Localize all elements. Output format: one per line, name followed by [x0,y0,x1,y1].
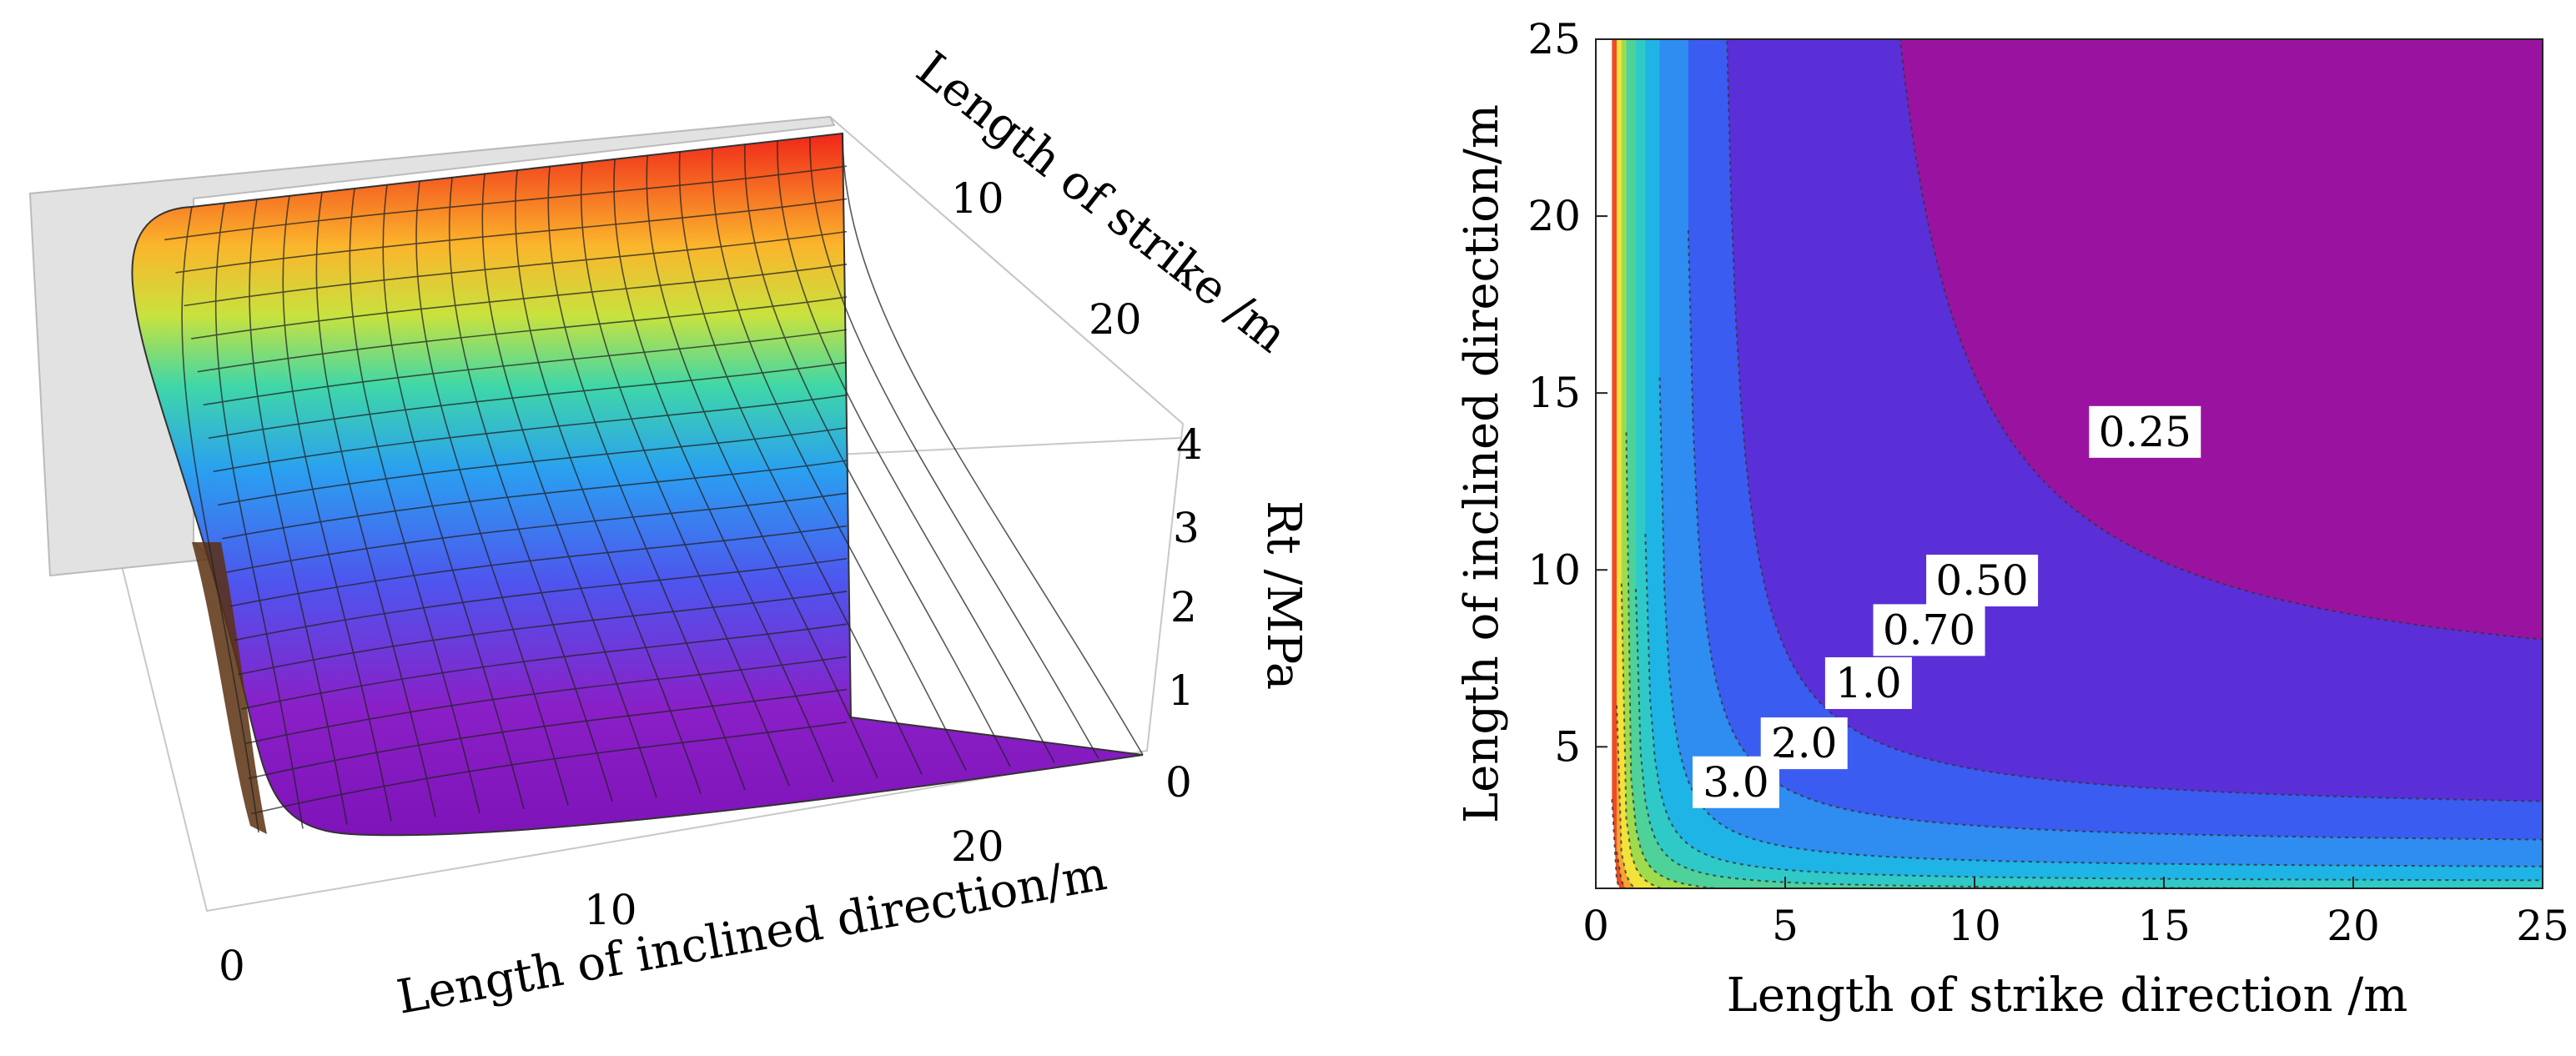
surface-mesh-line [222,460,848,540]
surface-mesh-line [315,192,436,817]
contour-line [1644,533,2543,882]
surface-mesh-line [580,163,790,787]
surface-mesh-line [241,623,848,710]
contour-label: 0.25 [2089,405,2201,458]
svg-text:3.0: 3.0 [1703,758,1769,807]
surface-mesh-line [382,184,525,810]
contour-band [1899,39,2543,640]
y-tick-label: 25 [1527,15,1581,63]
y-tick-label: 10 [1527,546,1581,594]
surface-mesh-line [251,721,848,815]
surface-mesh-line [197,296,848,373]
surface-mesh-line [777,140,1055,763]
contour-label: 3.0 [1692,756,1779,808]
surface-mesh-line [164,165,848,241]
contour-label: 0.70 [1873,604,1985,656]
surface-mesh-line [234,557,848,641]
x-axis-3d: 0 10 20 Length of inclined direction/m [219,822,1110,1025]
surface-mesh-line [249,199,348,825]
surface-mesh-line [349,188,480,813]
svg-text:0.25: 0.25 [2099,408,2191,456]
y-tick-label: 20 [1527,192,1581,240]
surface-mesh-line [415,181,569,806]
surface-plot-3d: 0 10 20 Length of inclined direction/m 1… [28,42,1311,1025]
surface-mesh-line [244,656,848,745]
surface-mesh-line [208,361,848,440]
surface-mesh-line [213,394,848,473]
y-tick-label: 15 [1527,369,1581,417]
x-axis-title-3d: Length of inclined direction/m [393,847,1110,1025]
z-axis-3d: 0 1 2 3 4 Rt /MPa [1165,420,1311,807]
contour-plot: 0 5 10 15 20 25 5 10 15 20 25 0.25 0.500.70 1.0 2.03.… [1455,15,2569,1023]
contour-label: 2.0 [1760,717,1848,770]
x-tick-3d: 20 [951,822,1004,871]
x-tick-label: 5 [1772,902,1799,950]
y-tick-label: 5 [1554,722,1581,771]
x-tick-label: 15 [2137,902,2191,950]
surface-mesh-line [744,144,1011,767]
surface-mesh-line [515,169,702,794]
z-tick-3d: 2 [1170,583,1197,631]
z-axis-title-3d: Rt /MPa [1256,500,1311,690]
surface-mesh-line [842,133,1144,756]
z-tick-3d: 0 [1165,758,1192,807]
contour-line [1634,588,2543,888]
y-tick-3d: 20 [1089,295,1142,344]
svg-text:1.0: 1.0 [1835,659,1902,707]
contour-line [1899,39,2543,641]
x-tick-label: 0 [1582,902,1609,950]
svg-text:0.70: 0.70 [1883,606,1975,654]
surface-mesh-line [230,525,848,607]
x-axis-title: Length of strike direction /m [1727,968,2408,1023]
surface-mesh-line [613,158,834,782]
x-tick-label: 10 [1948,902,2001,950]
z-tick-3d: 3 [1173,504,1200,552]
x-tick-3d: 0 [219,942,245,990]
contour-plot-frame [1595,38,2543,889]
surface-mesh-line [809,137,1099,760]
surface-mesh-line [203,329,848,406]
y-axis-title: Length of inclined direction/m [1455,104,1509,823]
surface-mesh [164,133,1144,833]
surface-mesh-line [181,206,259,833]
surface-mesh-line [282,195,392,822]
surface-mesh-line [646,155,878,779]
surface-mesh-line [175,198,848,274]
contour-label: 0.50 [1926,554,2039,606]
surface-mesh-line [481,173,657,798]
z-tick-3d: 4 [1176,420,1203,469]
x-tick-label: 25 [2516,902,2569,950]
surface-mesh-line [448,177,613,802]
surface-mesh-line [238,591,848,676]
surface-mesh-line [191,264,848,339]
surface-mesh-line [214,203,304,829]
surface-mesh-line [711,148,967,771]
y-axis-3d: 10 20 Length of strike /m [906,42,1296,364]
contour-ticks: 0 5 10 15 20 25 5 10 15 20 25 [1527,15,2568,950]
surface-mesh-line [184,230,848,307]
surface-mesh-line [226,492,848,573]
contour-labels: 0.25 0.500.70 1.0 2.03.0 [1692,405,2201,808]
surface-mesh-line [678,151,923,775]
svg-text:0.50: 0.50 [1935,556,2028,605]
surface-mesh-line [218,427,848,506]
x-tick-label: 20 [2327,902,2380,950]
z-tick-3d: 1 [1168,666,1195,715]
contour-lines [1611,39,2543,888]
y-tick-3d: 10 [951,174,1004,223]
contour-label: 1.0 [1824,656,1912,709]
x-tick-3d: 10 [584,886,637,934]
surface-mesh-line [248,688,848,780]
svg-text:2.0: 2.0 [1771,719,1838,767]
